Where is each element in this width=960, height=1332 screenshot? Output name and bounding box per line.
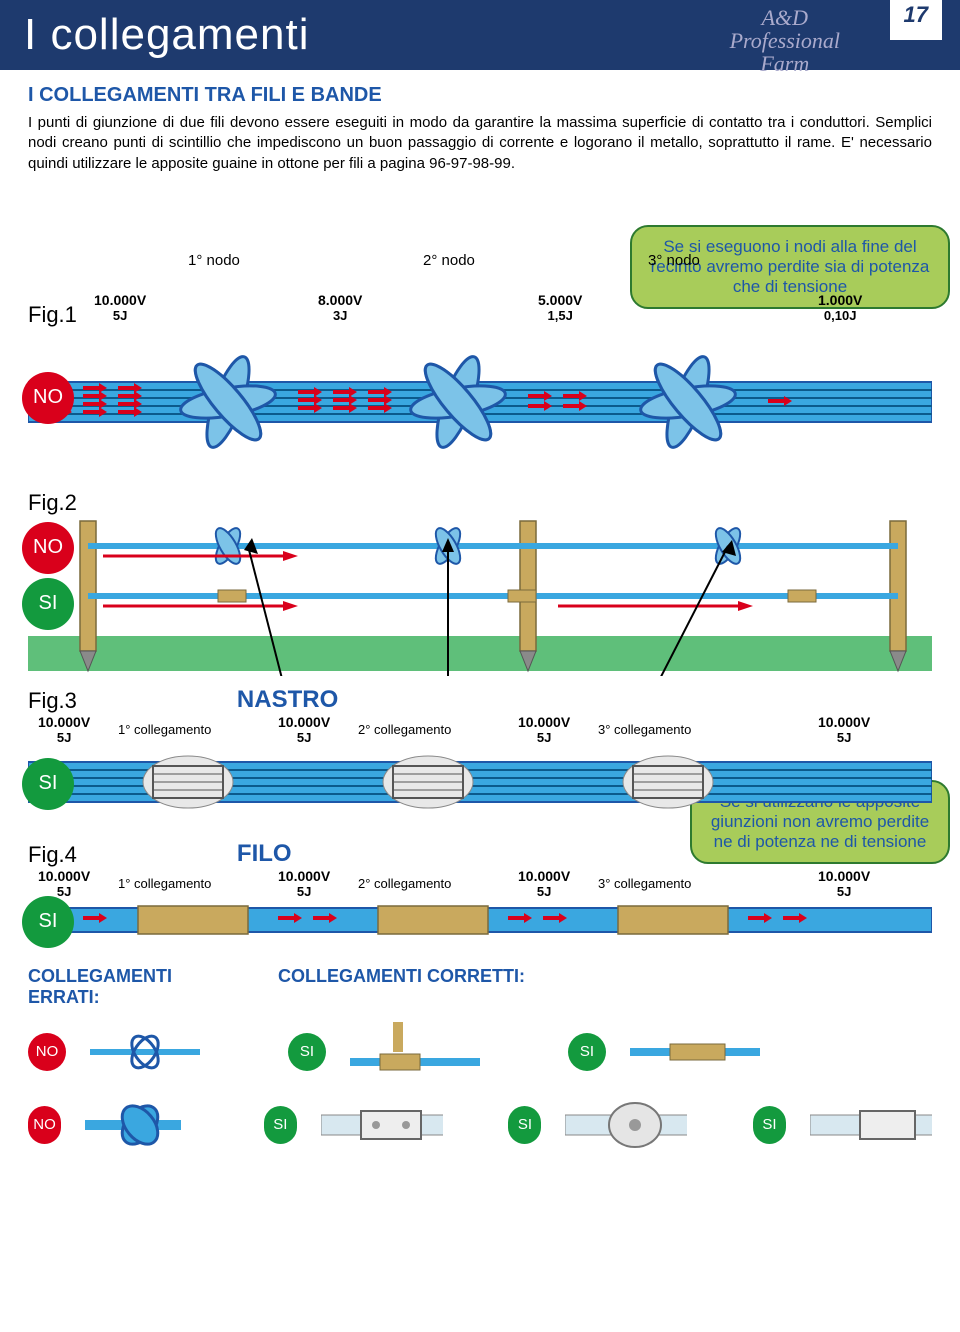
fig1-v1: 10.000V	[94, 292, 146, 308]
page-content: I COLLEGAMENTI TRA FILI E BANDE I punti …	[0, 70, 960, 1180]
fig3-j2: 5J	[278, 730, 330, 745]
fig3-title: NASTRO	[237, 686, 338, 714]
intro-text: I punti di giunzione di due fili devono …	[28, 113, 932, 174]
fig3-v3: 10.000V	[518, 714, 570, 730]
brand-logo: A&D Professional Farm	[730, 6, 840, 75]
fig2-diagram	[28, 516, 932, 676]
fig1-j1: 5J	[94, 308, 146, 323]
logo-line-1: A&D	[730, 6, 840, 29]
fig3-v4: 10.000V	[818, 714, 870, 730]
example-si-5: SI	[753, 1106, 786, 1144]
section-subhead: I COLLEGAMENTI TRA FILI E BANDE	[28, 84, 932, 107]
fig3-label: Fig.3	[28, 688, 77, 714]
example-si-4: SI	[508, 1106, 541, 1144]
example-si-1: SI	[288, 1033, 326, 1071]
good-clamp-1-icon	[321, 1105, 443, 1145]
fig4-diagram	[28, 896, 932, 946]
example-no-2: NO	[28, 1106, 61, 1144]
page-number: 17	[890, 0, 942, 40]
fig4-c1: 1° collegamento	[118, 876, 211, 891]
fig4-j4: 5J	[818, 884, 870, 899]
fig4-label: Fig.4	[28, 842, 77, 868]
good-brass-1-icon	[350, 1022, 480, 1082]
fig1-v4: 1.000V	[818, 292, 862, 308]
fig1-no-badge: NO	[22, 372, 74, 424]
fig3-j4: 5J	[818, 730, 870, 745]
fig1-diagram	[28, 334, 932, 464]
fig3-v1: 10.000V	[38, 714, 90, 730]
fig4-j3: 5J	[518, 884, 570, 899]
fig1-j2: 3J	[318, 308, 362, 323]
fig1-j3: 1,5J	[538, 308, 582, 323]
fig1-v3: 5.000V	[538, 292, 582, 308]
fig4-si-badge: SI	[22, 896, 74, 948]
nodo-2-label: 2° nodo	[423, 252, 475, 269]
fig4-c2: 2° collegamento	[358, 876, 451, 891]
fig3-si-badge: SI	[22, 758, 74, 810]
good-brass-2-icon	[630, 1027, 760, 1077]
nodo-3-label: 3° nodo	[648, 252, 700, 269]
fig4-v2: 10.000V	[278, 868, 330, 884]
fig4-v1: 10.000V	[38, 868, 90, 884]
fig4-c3: 3° collegamento	[598, 876, 691, 891]
fig3-c1: 1° collegamento	[118, 722, 211, 737]
fig4-j2: 5J	[278, 884, 330, 899]
logo-line-2: Professional	[730, 29, 840, 52]
fig3-v2: 10.000V	[278, 714, 330, 730]
fig2-si-badge: SI	[22, 578, 74, 630]
bad-knot-2-icon	[85, 1100, 181, 1150]
example-no-1: NO	[28, 1033, 66, 1071]
fig4-title: FILO	[237, 840, 292, 868]
nodo-1-label: 1° nodo	[188, 252, 240, 269]
fig1-label: Fig.1	[28, 302, 77, 328]
fig4-v4: 10.000V	[818, 868, 870, 884]
good-clamp-2-icon	[565, 1100, 687, 1150]
fig3-c3: 3° collegamento	[598, 722, 691, 737]
fig2-no-badge: NO	[22, 522, 74, 574]
fig1-j4: 0,10J	[818, 308, 862, 323]
bad-knot-1-icon	[90, 1027, 200, 1077]
good-clamp-3-icon	[810, 1105, 932, 1145]
fig3-j1: 5J	[38, 730, 90, 745]
fig2-label: Fig.2	[28, 490, 77, 515]
fig3-c2: 2° collegamento	[358, 722, 451, 737]
fig3-diagram	[28, 742, 932, 822]
example-si-2: SI	[568, 1033, 606, 1071]
fig4-v3: 10.000V	[518, 868, 570, 884]
right-connections-head: COLLEGAMENTI CORRETTI:	[278, 966, 525, 1008]
page-header: I collegamenti A&D Professional Farm 17	[0, 0, 960, 70]
wrong-connections-head: COLLEGAMENTI ERRATI:	[28, 966, 218, 1008]
fig3-j3: 5J	[518, 730, 570, 745]
fig1-v2: 8.000V	[318, 292, 362, 308]
page-title: I collegamenti	[24, 10, 309, 60]
example-si-3: SI	[264, 1106, 297, 1144]
